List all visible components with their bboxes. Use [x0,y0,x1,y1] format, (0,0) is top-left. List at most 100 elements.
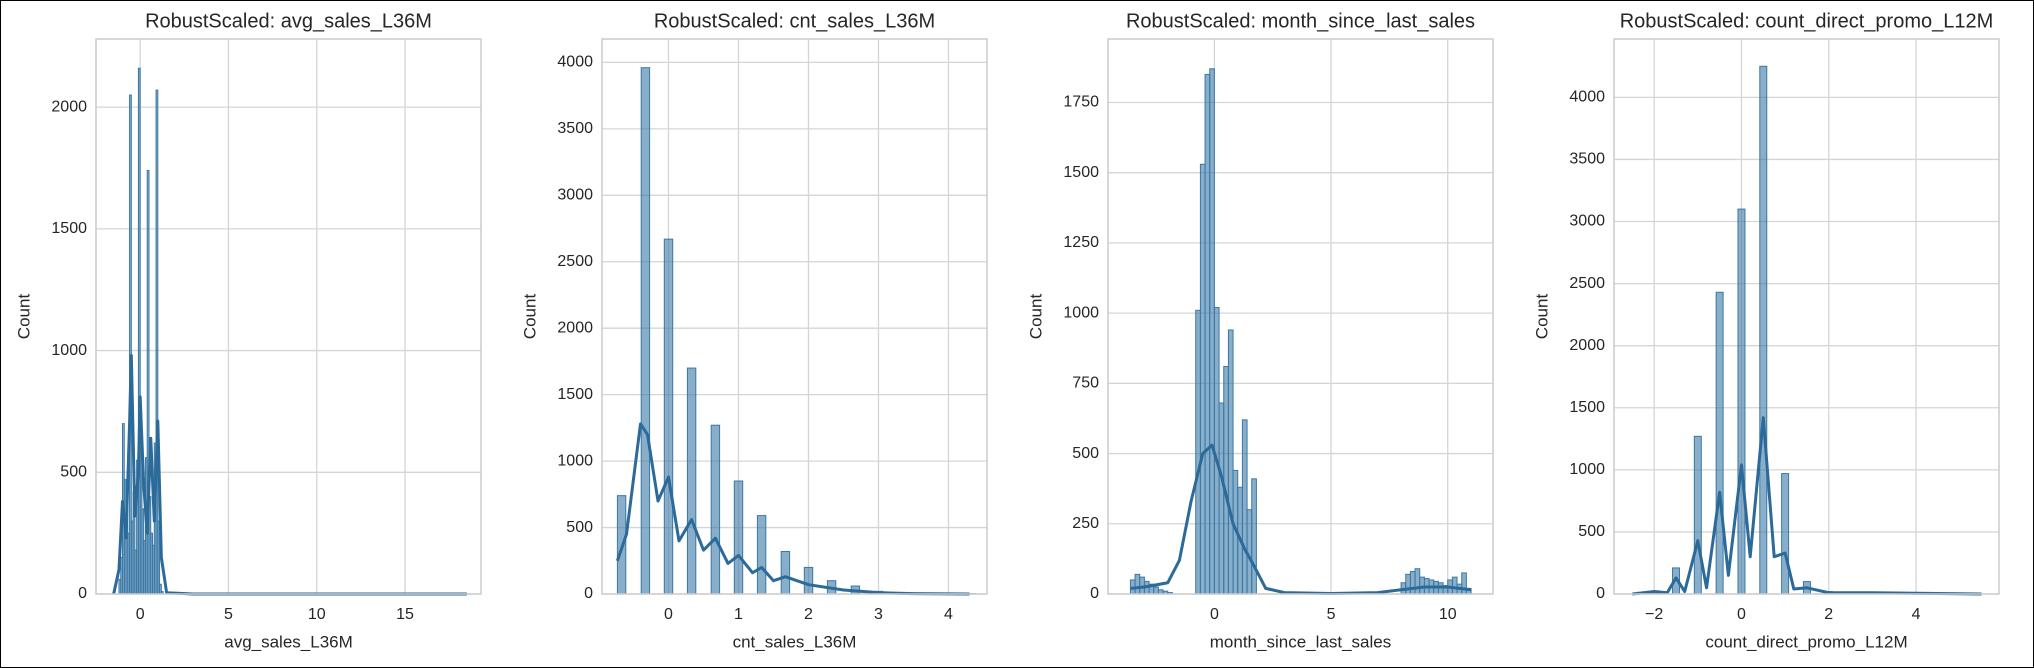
histogram-bar [1223,365,1229,595]
histogram-bar [780,550,791,595]
histogram-bar [1199,163,1206,595]
y-tick-label: 3500 [1569,151,1605,168]
y-tick-label: 1000 [557,452,593,469]
x-tick-label: 2 [1824,606,1833,623]
histogram-bar [1451,576,1458,595]
y-tick-label: 0 [584,585,593,602]
y-tick-label: 1500 [557,386,593,403]
histogram-bar [803,566,814,595]
histogram-bar [1759,65,1768,595]
y-tick-label: 3000 [1569,213,1605,230]
y-tick-label: 250 [1072,515,1099,532]
histogram-bar [1405,573,1411,595]
axes-frame [601,38,988,595]
histogram-bar [1134,573,1141,595]
y-tick-label: 2500 [1569,275,1605,292]
y-tick-label: 500 [60,464,87,481]
axes-frame [95,38,482,595]
histogram-bar [710,424,721,595]
histogram-bar [1414,568,1421,595]
histogram-bar [663,238,674,595]
y-tick-label: 3000 [557,187,593,204]
y-tick-label: 1250 [1063,234,1099,251]
histogram-bar [155,89,159,595]
x-tick-label: 10 [308,606,326,623]
y-tick-label: 1500 [1063,164,1099,181]
x-tick-label: 1 [734,606,743,623]
kde-line [615,422,970,596]
y-tick-label: 0 [1596,585,1605,602]
y-tick-label: 1500 [1569,399,1605,416]
histogram-bar [640,67,651,595]
histogram-bar [1781,473,1790,595]
y-tick-label: 2000 [1569,337,1605,354]
y-axis-label: Count [1026,294,1045,340]
x-axis-label: month_since_last_sales [1210,632,1391,651]
axes-frame [1107,38,1494,595]
y-tick-label: 500 [1072,445,1099,462]
chart-title: RobustScaled: avg_sales_L36M [145,10,432,32]
axes-frame [1613,38,2000,595]
histogram-bar [1227,329,1234,595]
histogram-bar [756,515,767,595]
x-tick-label: 2 [804,606,813,623]
y-tick-label: 0 [78,585,87,602]
kde-line [112,353,467,596]
y-axis-label: Count [1532,294,1551,340]
x-tick-label: 5 [1327,606,1336,623]
y-tick-label: 4000 [1569,89,1605,106]
chart-title: RobustScaled: count_direct_promo_L12M [1620,10,1994,32]
x-tick-label: 0 [1737,606,1746,623]
y-tick-label: 1000 [51,342,87,359]
plot-area [1108,39,1493,594]
histogram-bar [1693,435,1702,595]
histogram-bar [1153,586,1159,595]
x-tick-label: 5 [224,606,233,623]
x-tick-label: 4 [1912,606,1921,623]
histogram-bar [1241,419,1248,595]
histogram-bar [129,94,132,595]
x-axis-label: cnt_sales_L36M [733,632,857,651]
chart-title: RobustScaled: month_since_last_sales [1126,10,1475,32]
histogram-bar [733,480,744,595]
y-tick-label: 0 [1090,585,1099,602]
histogram-bar [1409,571,1416,595]
chart-title: RobustScaled: cnt_sales_L36M [654,10,935,32]
x-tick-label: 15 [396,606,414,623]
histogram-bar [686,367,697,595]
x-tick-label: 0 [1210,606,1219,623]
histogram-bar [1195,309,1201,595]
y-tick-label: 1000 [1569,461,1605,478]
y-tick-label: 500 [1578,523,1605,540]
plot-area [602,39,987,594]
histogram-bar [1461,572,1467,595]
histogram-bar [1737,208,1746,595]
kde-line [1632,416,1982,596]
y-tick-label: 3500 [557,120,593,137]
y-tick-label: 4000 [557,54,593,71]
x-axis-label: count_direct_promo_L12M [1705,632,1907,651]
kde-line [1130,443,1472,595]
plot-area [1614,39,1999,594]
x-tick-label: 10 [1439,606,1457,623]
x-tick-label: 3 [874,606,883,623]
y-tick-label: 2500 [557,253,593,270]
y-tick-label: 750 [1072,375,1099,392]
histogram-bar [1218,402,1225,595]
x-tick-label: 0 [136,606,145,623]
y-axis-label: Count [520,294,539,340]
x-tick-label: 0 [664,606,673,623]
y-tick-label: 2000 [51,98,87,115]
y-tick-label: 2000 [557,319,593,336]
x-tick-label: 4 [944,606,953,623]
x-axis-label: avg_sales_L36M [224,632,353,651]
y-tick-label: 1000 [1063,304,1099,321]
y-tick-label: 500 [566,519,593,536]
y-tick-label: 1750 [1063,94,1099,111]
histogram-bar [1251,478,1257,595]
y-tick-label: 1500 [51,220,87,237]
histogram-bar [1715,291,1724,595]
histogram-bar [1209,68,1215,595]
x-tick-label: −2 [1645,606,1663,623]
